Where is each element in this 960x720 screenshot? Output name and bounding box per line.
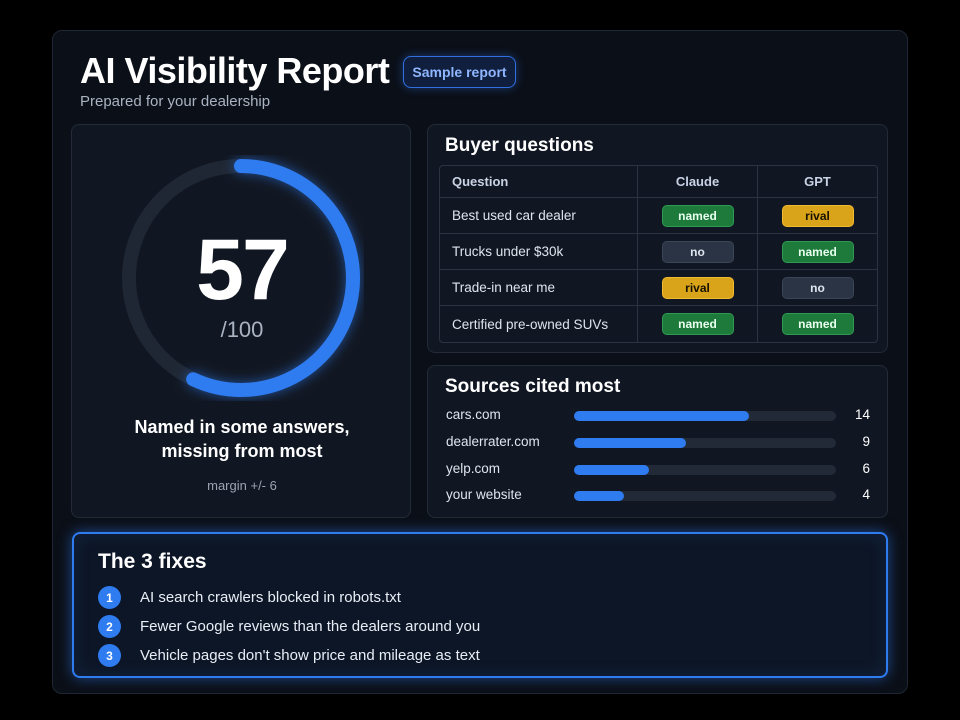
score-gauge	[122, 159, 360, 397]
status-badge: named	[781, 313, 854, 335]
question-cell: Trucks under $30k	[440, 234, 638, 270]
source-bar-fill	[574, 411, 749, 421]
source-bar-track	[574, 438, 836, 448]
status-badge: no	[781, 276, 854, 299]
table-row: Trucks under $30k no named	[440, 234, 877, 270]
status-badge: named	[661, 204, 734, 227]
claude-cell: named	[638, 306, 758, 342]
gpt-cell: named	[758, 306, 877, 342]
buyer-questions-title: Buyer questions	[445, 135, 594, 156]
buyer-questions-card: Buyer questions Question Claude GPT Best…	[427, 124, 888, 353]
source-name: yelp.com	[446, 461, 501, 476]
fix-text: Fewer Google reviews than the dealers ar…	[140, 618, 481, 635]
fix-number-badge: 3	[98, 644, 121, 667]
page-title: AI Visibility Report	[80, 50, 390, 91]
fix-number-badge: 1	[98, 586, 121, 609]
claude-cell: named	[638, 198, 758, 234]
fix-text: Vehicle pages don't show price and milea…	[140, 647, 480, 664]
score-verdict-line2: missing from most	[161, 441, 323, 461]
table-row: Certified pre-owned SUVs named named	[440, 306, 877, 342]
source-name: cars.com	[446, 407, 501, 422]
buyer-questions-table: Question Claude GPT Best used car dealer…	[439, 165, 878, 343]
status-badge: rival	[781, 204, 854, 227]
source-bar-fill	[574, 491, 624, 501]
column-header-claude: Claude	[638, 166, 758, 198]
fix-text: AI search crawlers blocked in robots.txt	[140, 589, 401, 606]
source-name: your website	[446, 487, 522, 502]
fix-number-badge: 2	[98, 615, 121, 638]
question-cell: Best used car dealer	[440, 198, 638, 234]
status-badge: named	[781, 240, 854, 263]
sample-report-badge[interactable]: Sample report	[403, 56, 516, 88]
gpt-cell: rival	[758, 198, 877, 234]
claude-cell: rival	[638, 270, 758, 306]
score-max: /100	[220, 317, 264, 342]
source-count: 4	[862, 487, 870, 502]
status-badge: no	[661, 240, 734, 263]
source-bar-fill	[574, 465, 649, 475]
claude-cell: no	[638, 234, 758, 270]
status-badge: rival	[661, 276, 734, 299]
source-row: your website 4	[446, 486, 876, 506]
table-row: Best used car dealer named rival	[440, 198, 877, 234]
page-subtitle: Prepared for your dealership	[80, 93, 271, 110]
sources-card: Sources cited most cars.com 14 dealerrat…	[427, 365, 888, 518]
gpt-cell: named	[758, 234, 877, 270]
score-verdict: Named in some answers, missing from most	[92, 415, 392, 463]
status-badge: named	[661, 313, 734, 335]
fixes-title: The 3 fixes	[98, 550, 207, 573]
gpt-cell: no	[758, 270, 877, 306]
table-row: Trade-in near me rival no	[440, 270, 877, 306]
source-row: cars.com 14	[446, 406, 876, 426]
fix-item: 1 AI search crawlers blocked in robots.t…	[98, 586, 858, 610]
source-count: 14	[854, 407, 870, 422]
fix-item: 3 Vehicle pages don't show price and mil…	[98, 644, 858, 668]
score-value: 57	[196, 222, 290, 318]
score-margin: margin +/- 6	[207, 478, 277, 493]
column-header-gpt: GPT	[758, 166, 877, 198]
source-count: 9	[862, 434, 870, 449]
gauge-progress-arc	[122, 159, 360, 397]
question-cell: Trade-in near me	[440, 270, 638, 306]
table-header-row: Question Claude GPT	[440, 166, 877, 198]
column-header-question: Question	[440, 166, 638, 198]
sources-title: Sources cited most	[445, 376, 621, 397]
question-cell: Certified pre-owned SUVs	[440, 306, 638, 342]
score-card: 57 /100 Named in some answers, missing f…	[71, 124, 411, 518]
source-name: dealerrater.com	[446, 434, 540, 449]
source-bar-track	[574, 491, 836, 501]
source-bar-track	[574, 465, 836, 475]
score-verdict-line1: Named in some answers,	[134, 417, 350, 437]
source-row: yelp.com 6	[446, 460, 876, 480]
source-bar-fill	[574, 438, 687, 448]
source-count: 6	[862, 461, 870, 476]
fixes-card: The 3 fixes 1 AI search crawlers blocked…	[72, 532, 888, 678]
source-row: dealerrater.com 9	[446, 433, 876, 453]
source-bar-track	[574, 411, 836, 421]
fix-item: 2 Fewer Google reviews than the dealers …	[98, 615, 858, 639]
